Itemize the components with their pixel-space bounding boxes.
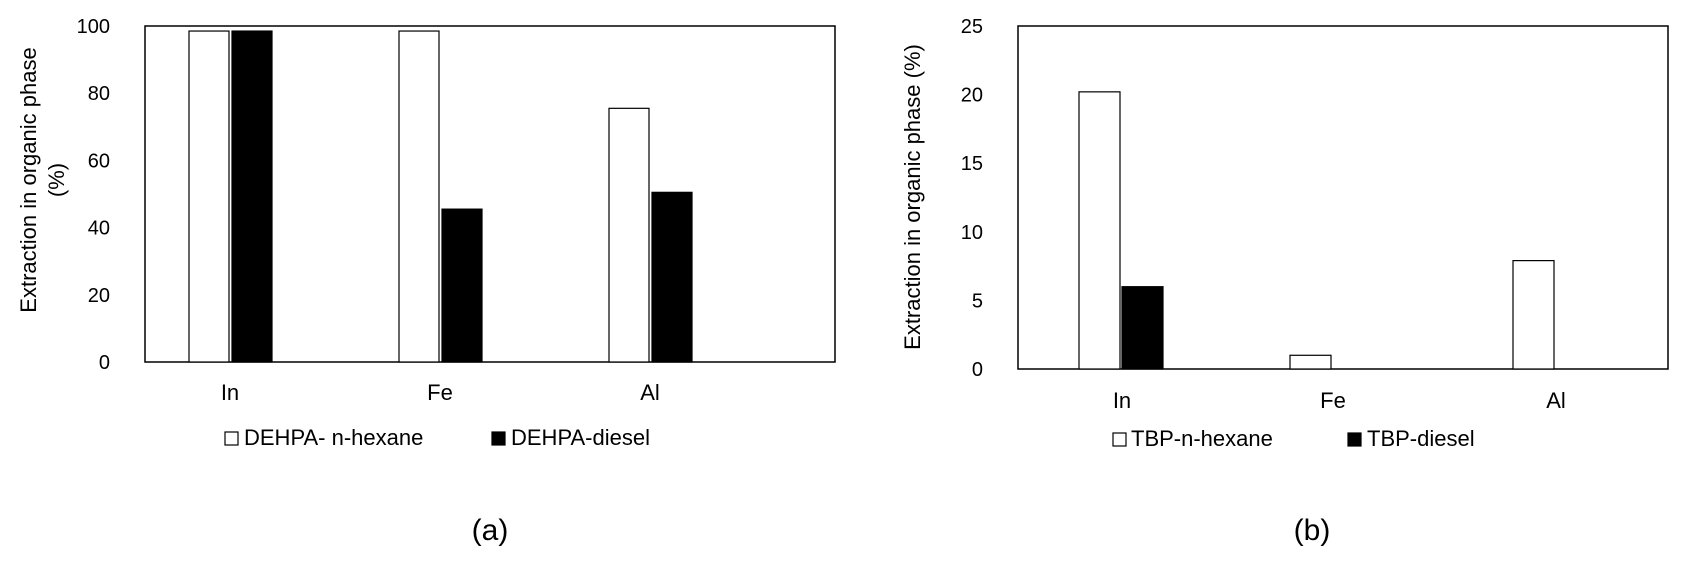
panel-label-b: (b) — [1294, 514, 1331, 547]
chart-a-y-axis-label: Extraction in organic phase (%) — [16, 47, 69, 312]
bar-dehpa-diesel-fe — [441, 208, 483, 363]
y-tick-label: 100 — [77, 16, 110, 38]
y-axis-label-line: Extraction in organic phase — [16, 47, 41, 312]
bar-tbp-n-hexane-in — [1078, 91, 1121, 370]
category-label-fe: Fe — [427, 380, 453, 405]
chart-a-legend: DEHPA- n-hexane DEHPA-diesel — [224, 425, 650, 450]
bar-dehpa-n-hexane-in — [188, 30, 230, 363]
category-label-in: In — [1113, 388, 1131, 413]
bar-dehpa-n-hexane-al — [608, 107, 650, 363]
legend-label-tbp-n-hexane: TBP-n-hexane — [1131, 426, 1273, 451]
category-label-al: Al — [1546, 388, 1566, 413]
y-tick-label: 10 — [961, 222, 983, 244]
chart-b-category-labels: In Fe Al — [1113, 388, 1566, 413]
bar-dehpa-n-hexane-fe — [398, 30, 440, 363]
bar-dehpa-diesel-al — [651, 191, 693, 363]
chart-b: Extraction in organic phase (%) 0 5 10 15 20… — [900, 16, 1669, 547]
bar-tbp-n-hexane-fe — [1289, 354, 1332, 370]
legend-label-dehpa-diesel: DEHPA-diesel — [511, 425, 650, 450]
y-tick-label: 20 — [88, 285, 110, 307]
y-tick-label: 25 — [961, 16, 983, 38]
panel-label-a: (a) — [472, 514, 509, 547]
y-tick-label: 15 — [961, 153, 983, 175]
chart-b-legend: TBP-n-hexane TBP-diesel — [1112, 426, 1475, 451]
chart-a: Extraction in organic phase (%) 0 20 40 60 80… — [16, 16, 836, 547]
legend-label-tbp-diesel: TBP-diesel — [1367, 426, 1475, 451]
y-tick-label: 40 — [88, 218, 110, 240]
y-tick-label: 0 — [972, 359, 983, 381]
y-tick-label: 0 — [99, 352, 110, 374]
bar-tbp-n-hexane-al — [1512, 260, 1555, 370]
chart-b-y-axis-label: Extraction in organic phase (%) — [900, 44, 925, 350]
y-tick-label: 60 — [88, 150, 110, 172]
legend-swatch-dehpa-diesel — [491, 431, 506, 446]
chart-a-y-ticks: 0 20 40 60 80 100 — [77, 16, 110, 374]
y-tick-label: 20 — [961, 85, 983, 107]
y-tick-label: 80 — [88, 83, 110, 105]
y-axis-label-line: Extraction in organic phase (%) — [900, 44, 925, 350]
chart-a-bars — [188, 30, 693, 363]
y-tick-label: 5 — [972, 290, 983, 312]
chart-b-plot-area — [1017, 25, 1669, 370]
legend-swatch-tbp-diesel — [1347, 432, 1362, 447]
legend-label-dehpa-n-hexane: DEHPA- n-hexane — [244, 425, 423, 450]
legend-swatch-dehpa-n-hexane — [224, 431, 239, 446]
category-label-fe: Fe — [1320, 388, 1346, 413]
chart-b-bars — [1078, 91, 1555, 370]
bar-dehpa-diesel-in — [231, 30, 273, 363]
legend-swatch-tbp-n-hexane — [1112, 432, 1127, 447]
category-label-in: In — [221, 380, 239, 405]
bar-tbp-diesel-in — [1121, 286, 1164, 370]
chart-b-y-ticks: 0 5 10 15 20 25 — [961, 16, 983, 381]
category-label-al: Al — [640, 380, 660, 405]
y-axis-label-line: (%) — [44, 163, 69, 197]
chart-a-plot-area — [144, 25, 836, 363]
chart-a-category-labels: In Fe Al — [221, 380, 660, 405]
